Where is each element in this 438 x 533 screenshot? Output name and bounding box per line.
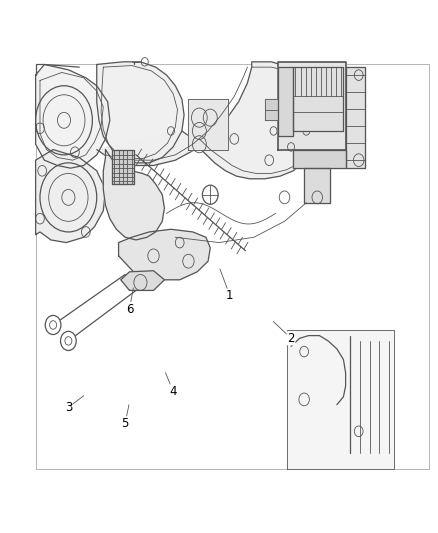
Polygon shape: [35, 64, 110, 168]
Text: 2: 2: [287, 332, 295, 345]
Circle shape: [60, 332, 76, 351]
Text: 4: 4: [170, 385, 177, 398]
Text: 3: 3: [65, 401, 72, 414]
Polygon shape: [35, 150, 106, 243]
Polygon shape: [188, 99, 228, 150]
Polygon shape: [293, 150, 346, 168]
Polygon shape: [278, 62, 346, 150]
Circle shape: [45, 316, 61, 335]
Polygon shape: [287, 330, 394, 469]
Polygon shape: [265, 99, 278, 120]
Polygon shape: [293, 67, 343, 131]
Text: 5: 5: [121, 417, 129, 430]
Polygon shape: [103, 150, 164, 240]
Polygon shape: [346, 67, 365, 168]
Polygon shape: [278, 67, 293, 136]
Polygon shape: [304, 168, 330, 203]
Circle shape: [202, 185, 218, 204]
Polygon shape: [97, 62, 330, 179]
Polygon shape: [119, 229, 210, 280]
Text: 6: 6: [126, 303, 133, 316]
Polygon shape: [121, 271, 164, 290]
Polygon shape: [112, 150, 134, 184]
Polygon shape: [97, 62, 184, 163]
Text: 1: 1: [226, 289, 233, 302]
